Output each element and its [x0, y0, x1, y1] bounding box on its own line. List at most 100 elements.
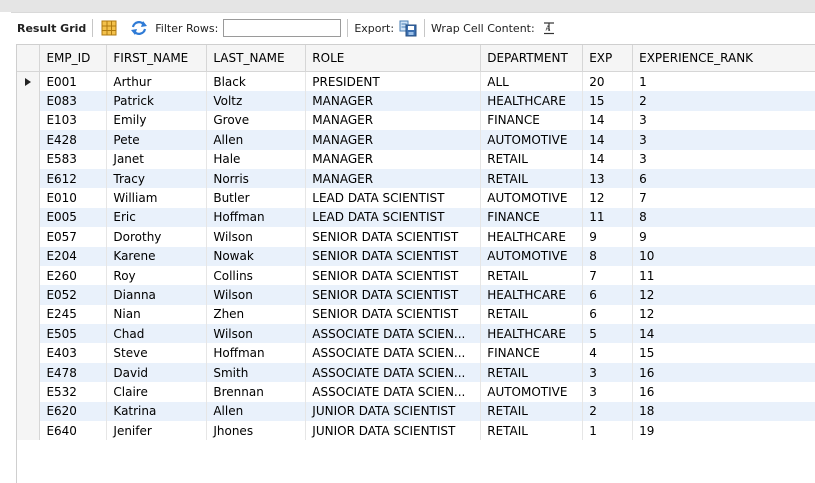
row-selector[interactable] — [17, 188, 41, 208]
column-header-experience-rank[interactable]: EXPERIENCE_RANK — [632, 45, 815, 72]
row-selector[interactable] — [17, 71, 41, 92]
table-row[interactable]: E505 Chad Wilson ASSOCIATE DATA SCIEN... HEA… — [17, 324, 815, 344]
table-cell[interactable]: E505 — [39, 324, 108, 344]
table-row[interactable]: E010 William Butler LEAD DATA SCIENTIST AUTO… — [17, 188, 815, 208]
table-row[interactable]: E583 Janet Hale MANAGER RETAIL 14 3 — [17, 149, 815, 169]
table-cell[interactable]: Jenifer — [106, 421, 208, 441]
table-row[interactable]: E103 Emily Grove MANAGER FINANCE 14 3 — [17, 110, 815, 131]
table-cell[interactable]: Nowak — [206, 246, 307, 266]
table-cell[interactable]: 3 — [632, 110, 815, 131]
table-cell[interactable]: HEALTHCARE — [480, 227, 584, 247]
table-cell[interactable]: 3 — [582, 382, 634, 402]
table-cell[interactable]: Hoffman — [206, 207, 307, 228]
table-cell[interactable]: Karene — [106, 246, 208, 266]
row-selector[interactable] — [17, 382, 41, 402]
table-cell[interactable]: SENIOR DATA SCIENTIST — [305, 227, 482, 247]
table-cell[interactable]: E640 — [39, 421, 108, 441]
table-cell[interactable]: Katrina — [106, 401, 208, 422]
table-cell[interactable]: 20 — [582, 71, 634, 92]
table-cell[interactable]: E001 — [39, 71, 108, 92]
table-row[interactable]: E532 Claire Brennan ASSOCIATE DATA SCIEN...… — [17, 382, 815, 402]
table-cell[interactable]: MANAGER — [305, 168, 482, 189]
table-cell[interactable]: E260 — [39, 265, 108, 286]
table-cell[interactable]: Janet — [106, 149, 208, 169]
table-cell[interactable]: 16 — [632, 362, 815, 383]
table-cell[interactable]: 4 — [582, 343, 634, 363]
row-selector[interactable] — [17, 324, 41, 344]
column-header-role[interactable]: ROLE — [305, 45, 482, 72]
table-cell[interactable]: FINANCE — [480, 110, 584, 131]
table-cell[interactable]: 3 — [582, 362, 634, 383]
row-selector[interactable] — [17, 91, 41, 111]
table-row[interactable]: E083 Patrick Voltz MANAGER HEALTHCARE 15 2 — [17, 91, 815, 111]
table-cell[interactable]: HEALTHCARE — [480, 91, 584, 111]
table-row[interactable]: E260 Roy Collins SENIOR DATA SCIENTIST RETAI… — [17, 265, 815, 286]
table-cell[interactable]: 3 — [632, 130, 815, 150]
table-cell[interactable]: Wilson — [206, 285, 307, 305]
filter-rows-input[interactable] — [223, 19, 342, 37]
table-cell[interactable]: Chad — [106, 324, 208, 344]
table-cell[interactable]: SENIOR DATA SCIENTIST — [305, 285, 482, 305]
row-selector-header[interactable] — [17, 45, 41, 72]
table-cell[interactable]: Eric — [106, 207, 208, 228]
table-cell[interactable]: Hale — [206, 149, 307, 169]
table-cell[interactable]: 1 — [582, 421, 634, 441]
table-cell[interactable]: ASSOCIATE DATA SCIEN... — [305, 362, 482, 383]
table-cell[interactable]: 12 — [582, 188, 634, 208]
table-cell[interactable]: FINANCE — [480, 343, 584, 363]
table-cell[interactable]: Pete — [106, 130, 208, 150]
table-cell[interactable]: Claire — [106, 382, 208, 402]
table-cell[interactable]: 8 — [582, 246, 634, 266]
table-cell[interactable]: 19 — [632, 421, 815, 441]
table-cell[interactable]: Brennan — [206, 382, 307, 402]
table-cell[interactable]: SENIOR DATA SCIENTIST — [305, 265, 482, 286]
table-cell[interactable]: ASSOCIATE DATA SCIEN... — [305, 382, 482, 402]
column-header-department[interactable]: DEPARTMENT — [480, 45, 584, 72]
table-cell[interactable]: MANAGER — [305, 149, 482, 169]
table-cell[interactable]: 15 — [582, 91, 634, 111]
table-cell[interactable]: 11 — [582, 207, 634, 228]
row-selector[interactable] — [17, 343, 41, 363]
table-cell[interactable]: 6 — [582, 304, 634, 325]
table-cell[interactable]: SENIOR DATA SCIENTIST — [305, 246, 482, 266]
table-cell[interactable]: E403 — [39, 343, 108, 363]
table-cell[interactable]: RETAIL — [480, 168, 584, 189]
table-cell[interactable]: 11 — [632, 265, 815, 286]
table-row[interactable]: E052 Dianna Wilson SENIOR DATA SCIENTIST HEA… — [17, 285, 815, 305]
table-row[interactable]: E620 Katrina Allen JUNIOR DATA SCIENTIST RET… — [17, 401, 815, 422]
row-selector[interactable] — [17, 304, 41, 325]
table-cell[interactable]: E103 — [39, 110, 108, 131]
table-cell[interactable]: E052 — [39, 285, 108, 305]
table-cell[interactable]: 7 — [632, 188, 815, 208]
table-cell[interactable]: 2 — [582, 401, 634, 422]
table-cell[interactable]: 8 — [632, 207, 815, 228]
table-cell[interactable]: Butler — [206, 188, 307, 208]
table-cell[interactable]: HEALTHCARE — [480, 324, 584, 344]
table-cell[interactable]: 13 — [582, 168, 634, 189]
row-selector[interactable] — [17, 207, 41, 228]
row-selector[interactable] — [17, 401, 41, 422]
table-cell[interactable]: Norris — [206, 168, 307, 189]
table-cell[interactable]: 10 — [632, 246, 815, 266]
row-selector[interactable] — [17, 110, 41, 131]
table-cell[interactable]: E478 — [39, 362, 108, 383]
table-row[interactable]: E478 David Smith ASSOCIATE DATA SCIEN... RET… — [17, 362, 815, 383]
wrap-text-icon[interactable]: A — [539, 19, 559, 37]
table-cell[interactable]: Grove — [206, 110, 307, 131]
table-cell[interactable]: E204 — [39, 246, 108, 266]
table-cell[interactable]: JUNIOR DATA SCIENTIST — [305, 401, 482, 422]
row-selector[interactable] — [17, 246, 41, 266]
table-cell[interactable]: Emily — [106, 110, 208, 131]
table-cell[interactable]: MANAGER — [305, 130, 482, 150]
table-cell[interactable]: William — [106, 188, 208, 208]
table-cell[interactable]: Nian — [106, 304, 208, 325]
export-icon[interactable] — [398, 19, 418, 37]
table-cell[interactable]: 14 — [582, 149, 634, 169]
table-cell[interactable]: 16 — [632, 382, 815, 402]
table-cell[interactable]: 18 — [632, 401, 815, 422]
table-cell[interactable]: E010 — [39, 188, 108, 208]
table-cell[interactable]: 15 — [632, 343, 815, 363]
table-cell[interactable]: E083 — [39, 91, 108, 111]
column-header-first-name[interactable]: FIRST_NAME — [106, 45, 208, 72]
row-selector[interactable] — [17, 285, 41, 305]
